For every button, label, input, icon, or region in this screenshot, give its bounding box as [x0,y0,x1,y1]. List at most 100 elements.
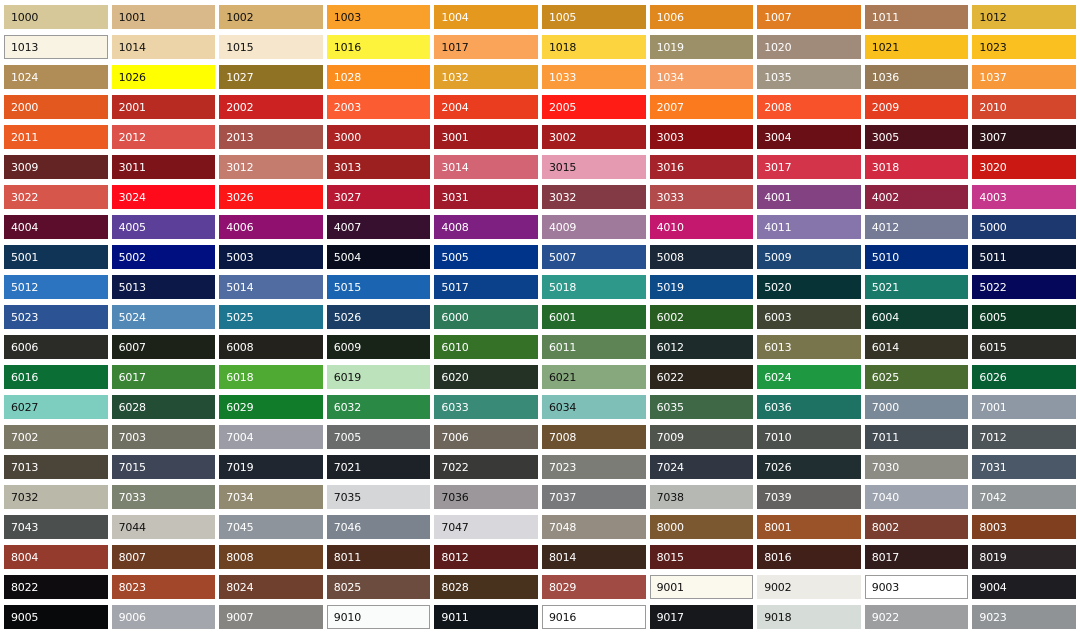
color-swatch-1002[interactable]: 1002 [219,5,323,29]
color-swatch-6006[interactable]: 6006 [4,335,108,359]
color-swatch-7042[interactable]: 7042 [972,485,1076,509]
color-swatch-3017[interactable]: 3017 [757,155,861,179]
color-swatch-1014[interactable]: 1014 [111,35,216,59]
color-swatch-4009[interactable]: 4009 [541,215,646,239]
color-swatch-7044[interactable]: 7044 [111,515,216,539]
color-swatch-8017[interactable]: 8017 [864,545,969,569]
color-swatch-7022[interactable]: 7022 [434,455,538,479]
color-swatch-1012[interactable]: 1012 [972,5,1076,29]
color-swatch-5023[interactable]: 5023 [4,305,108,329]
color-swatch-4012[interactable]: 4012 [864,215,969,239]
color-swatch-1018[interactable]: 1018 [541,35,646,59]
color-swatch-1001[interactable]: 1001 [111,5,216,29]
color-swatch-6016[interactable]: 6016 [4,365,108,389]
color-swatch-2000[interactable]: 2000 [4,95,108,119]
color-swatch-2008[interactable]: 2008 [757,95,861,119]
color-swatch-6018[interactable]: 6018 [219,365,323,389]
color-swatch-7015[interactable]: 7015 [111,455,216,479]
color-swatch-8004[interactable]: 8004 [4,545,108,569]
color-swatch-7045[interactable]: 7045 [219,515,323,539]
color-swatch-3015[interactable]: 3015 [541,155,646,179]
color-swatch-9001[interactable]: 9001 [649,575,754,599]
color-swatch-3022[interactable]: 3022 [4,185,108,209]
color-swatch-6015[interactable]: 6015 [972,335,1076,359]
color-swatch-9016[interactable]: 9016 [541,605,646,629]
color-swatch-6022[interactable]: 6022 [649,365,754,389]
color-swatch-7039[interactable]: 7039 [757,485,861,509]
color-swatch-4004[interactable]: 4004 [4,215,108,239]
color-swatch-4003[interactable]: 4003 [972,185,1076,209]
color-swatch-5010[interactable]: 5010 [864,245,969,269]
color-swatch-5015[interactable]: 5015 [326,275,431,299]
color-swatch-6034[interactable]: 6034 [541,395,646,419]
color-swatch-7009[interactable]: 7009 [649,425,754,449]
color-swatch-8015[interactable]: 8015 [649,545,754,569]
color-swatch-8012[interactable]: 8012 [434,545,538,569]
color-swatch-6001[interactable]: 6001 [541,305,646,329]
color-swatch-5018[interactable]: 5018 [541,275,646,299]
color-swatch-7046[interactable]: 7046 [326,515,431,539]
color-swatch-1015[interactable]: 1015 [219,35,323,59]
color-swatch-7023[interactable]: 7023 [541,455,646,479]
color-swatch-5003[interactable]: 5003 [219,245,323,269]
color-swatch-7008[interactable]: 7008 [541,425,646,449]
color-swatch-3026[interactable]: 3026 [219,185,323,209]
color-swatch-8028[interactable]: 8028 [434,575,538,599]
color-swatch-2013[interactable]: 2013 [219,125,323,149]
color-swatch-6017[interactable]: 6017 [111,365,216,389]
color-swatch-7006[interactable]: 7006 [434,425,538,449]
color-swatch-6011[interactable]: 6011 [541,335,646,359]
color-swatch-7038[interactable]: 7038 [649,485,754,509]
color-swatch-7013[interactable]: 7013 [4,455,108,479]
color-swatch-1003[interactable]: 1003 [326,5,431,29]
color-swatch-5014[interactable]: 5014 [219,275,323,299]
color-swatch-7024[interactable]: 7024 [649,455,754,479]
color-swatch-1024[interactable]: 1024 [4,65,108,89]
color-swatch-9010[interactable]: 9010 [326,605,431,629]
color-swatch-3000[interactable]: 3000 [326,125,431,149]
color-swatch-4007[interactable]: 4007 [326,215,431,239]
color-swatch-1035[interactable]: 1035 [757,65,861,89]
color-swatch-8007[interactable]: 8007 [111,545,216,569]
color-swatch-3013[interactable]: 3013 [326,155,431,179]
color-swatch-9017[interactable]: 9017 [649,605,754,629]
color-swatch-1033[interactable]: 1033 [541,65,646,89]
color-swatch-6012[interactable]: 6012 [649,335,754,359]
color-swatch-9022[interactable]: 9022 [864,605,969,629]
color-swatch-9006[interactable]: 9006 [111,605,216,629]
color-swatch-3011[interactable]: 3011 [111,155,216,179]
color-swatch-8002[interactable]: 8002 [864,515,969,539]
color-swatch-9007[interactable]: 9007 [219,605,323,629]
color-swatch-6004[interactable]: 6004 [864,305,969,329]
color-swatch-1016[interactable]: 1016 [326,35,431,59]
color-swatch-3018[interactable]: 3018 [864,155,969,179]
color-swatch-4011[interactable]: 4011 [757,215,861,239]
color-swatch-1037[interactable]: 1037 [972,65,1076,89]
color-swatch-6021[interactable]: 6021 [541,365,646,389]
color-swatch-7030[interactable]: 7030 [864,455,969,479]
color-swatch-3024[interactable]: 3024 [111,185,216,209]
color-swatch-9004[interactable]: 9004 [972,575,1076,599]
color-swatch-1011[interactable]: 1011 [864,5,969,29]
color-swatch-5012[interactable]: 5012 [4,275,108,299]
color-swatch-1034[interactable]: 1034 [649,65,754,89]
color-swatch-3001[interactable]: 3001 [434,125,538,149]
color-swatch-7011[interactable]: 7011 [864,425,969,449]
color-swatch-7000[interactable]: 7000 [864,395,969,419]
color-swatch-9003[interactable]: 9003 [864,575,969,599]
color-swatch-5022[interactable]: 5022 [972,275,1076,299]
color-swatch-5025[interactable]: 5025 [219,305,323,329]
color-swatch-7003[interactable]: 7003 [111,425,216,449]
color-swatch-5009[interactable]: 5009 [757,245,861,269]
color-swatch-1020[interactable]: 1020 [757,35,861,59]
color-swatch-3027[interactable]: 3027 [326,185,431,209]
color-swatch-6002[interactable]: 6002 [649,305,754,329]
color-swatch-1017[interactable]: 1017 [434,35,538,59]
color-swatch-1021[interactable]: 1021 [864,35,969,59]
color-swatch-6014[interactable]: 6014 [864,335,969,359]
color-swatch-8022[interactable]: 8022 [4,575,108,599]
color-swatch-5000[interactable]: 5000 [972,215,1076,239]
color-swatch-7035[interactable]: 7035 [326,485,431,509]
color-swatch-4006[interactable]: 4006 [219,215,323,239]
color-swatch-5026[interactable]: 5026 [326,305,431,329]
